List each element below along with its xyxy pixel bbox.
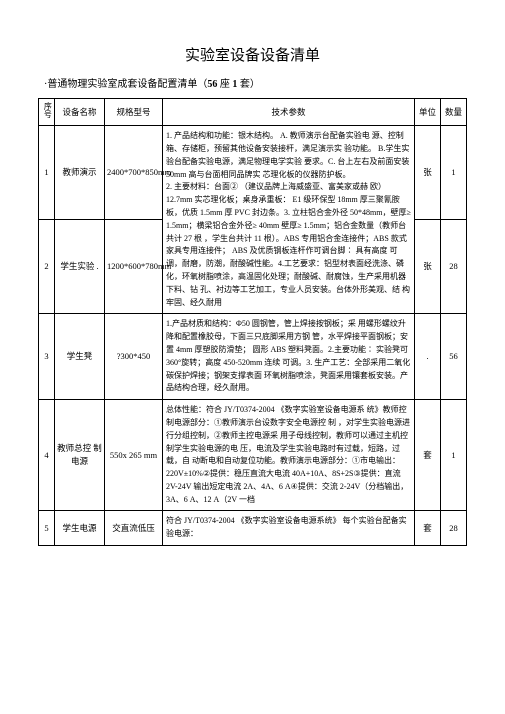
cell-tech: 符合 JY/T0374-2004 《数字实验室设备电源系统》 每个实验台配备实验… xyxy=(163,511,415,546)
subtitle-prefix: ·普通物理实验室成套设备配置清单（ xyxy=(44,79,207,90)
cell-name: 学生实验 . xyxy=(55,220,105,314)
cell-num: 5 xyxy=(39,511,55,546)
cell-num: 3 xyxy=(39,314,55,400)
subtitle: ·普通物理实验室成套设备配置清单（56 座 1 套） xyxy=(44,75,467,90)
cell-unit: 张 xyxy=(415,220,441,314)
cell-unit: . xyxy=(415,314,441,400)
cell-spec: ?300*450 xyxy=(105,314,163,400)
cell-qty: 1 xyxy=(441,126,467,220)
table-row: 1教师演示2400*700*850mm1. 产品结构和功能：银木结构。 A. 教… xyxy=(39,126,467,220)
header-unit: 单位 xyxy=(415,99,441,126)
cell-spec: 550x 265 mm xyxy=(105,400,163,511)
cell-qty: 1 xyxy=(441,400,467,511)
cell-name: 学生电源 xyxy=(55,511,105,546)
cell-unit: 套 xyxy=(415,511,441,546)
cell-spec: 1200*600*780mm xyxy=(105,220,163,314)
header-spec: 规格型号 xyxy=(105,99,163,126)
cell-qty: 56 xyxy=(441,314,467,400)
table-row: 4教师总控 制电源550x 265 mm总体性能：符合 JY/T0374-200… xyxy=(39,400,467,511)
subtitle-suffix: 套） xyxy=(237,79,260,90)
cell-num: 2 xyxy=(39,220,55,314)
cell-name: 教师总控 制电源 xyxy=(55,400,105,511)
cell-num: 1 xyxy=(39,126,55,220)
header-tech: 技术参数 xyxy=(163,99,415,126)
cell-qty: 28 xyxy=(441,220,467,314)
seat-count: 56 xyxy=(207,79,217,90)
cell-tech: 1. 产品结构和功能：银木结构。 A. 教师演示台配备实验电 源、控制箱、存储柜… xyxy=(163,126,415,314)
cell-tech: 总体性能：符合 JY/T0374-2004 《数字实验室设备电源系 统》教师控制… xyxy=(163,400,415,511)
header-name: 设备名称 xyxy=(55,99,105,126)
cell-spec: 交直流低压 xyxy=(105,511,163,546)
cell-qty: 28 xyxy=(441,511,467,546)
cell-name: 学生凳 xyxy=(55,314,105,400)
table-row: 3学生凳?300*4501.产品材质和结构：Φ50 圆钢管，管上焊接按钢板；采 … xyxy=(39,314,467,400)
cell-name: 教师演示 xyxy=(55,126,105,220)
cell-tech: 1.产品材质和结构：Φ50 圆钢管，管上焊接按钢板；采 用螺形螺纹升降和配置橡胶… xyxy=(163,314,415,400)
table-header-row: 序号 设备名称 规格型号 技术参数 单位 数量 xyxy=(39,99,467,126)
header-qty: 数量 xyxy=(441,99,467,126)
table-body: 1教师演示2400*700*850mm1. 产品结构和功能：银木结构。 A. 教… xyxy=(39,126,467,546)
page-title: 实验室设备设备清单 xyxy=(38,44,467,65)
cell-spec: 2400*700*850mm xyxy=(105,126,163,220)
cell-unit: 套 xyxy=(415,400,441,511)
cell-unit: 张 xyxy=(415,126,441,220)
subtitle-mid: 座 xyxy=(217,79,232,90)
equipment-table: 序号 设备名称 规格型号 技术参数 单位 数量 1教师演示2400*700*85… xyxy=(38,98,467,546)
cell-num: 4 xyxy=(39,400,55,511)
header-num: 序号 xyxy=(39,99,55,126)
table-row: 5学生电源交直流低压符合 JY/T0374-2004 《数字实验室设备电源系统》… xyxy=(39,511,467,546)
